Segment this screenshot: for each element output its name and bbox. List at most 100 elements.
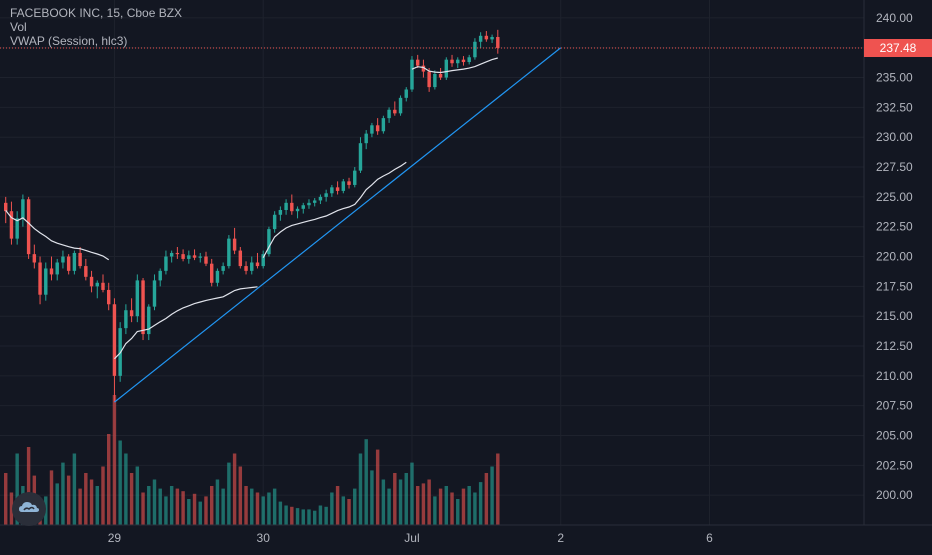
volume-bar	[118, 440, 122, 525]
candle-body	[215, 270, 220, 283]
volume-bar	[324, 506, 328, 525]
volume-bar	[158, 488, 162, 525]
volume-bar	[473, 492, 477, 525]
candle-body	[433, 73, 437, 88]
candle-body	[129, 310, 134, 317]
tradingview-logo[interactable]	[12, 492, 46, 526]
volume-bar	[461, 488, 466, 525]
volume-bar	[255, 492, 260, 525]
candle-body	[267, 229, 271, 255]
volume-bar	[129, 473, 134, 525]
candle-body	[307, 202, 311, 206]
symbol-title[interactable]: FACEBOOK INC, 15, Cboe BZX	[10, 6, 183, 20]
candle-body	[358, 143, 363, 171]
volume-bar	[187, 499, 191, 525]
y-tick-label: 215.00	[876, 309, 913, 323]
volume-bar	[238, 466, 243, 525]
volume-bars	[4, 395, 500, 525]
candle-body	[456, 59, 460, 64]
volume-bar	[169, 486, 174, 525]
y-tick-label: 227.50	[876, 160, 913, 174]
candle-body	[324, 193, 328, 197]
candle-body	[112, 304, 117, 376]
candle-body	[398, 97, 403, 114]
candle-body	[387, 109, 391, 119]
volume-bar	[375, 449, 380, 525]
volume-bar	[152, 479, 157, 525]
candle-body	[44, 268, 48, 295]
volume-bar	[66, 475, 71, 525]
vwap-label[interactable]: VWAP (Session, hlc3)	[10, 34, 128, 48]
candle-body	[278, 210, 283, 215]
y-tick-label: 202.50	[876, 458, 913, 472]
candle-body	[318, 196, 323, 201]
volume-bar	[89, 479, 94, 525]
volume-bar	[278, 501, 283, 525]
candle-body	[21, 199, 25, 219]
chart-legend: FACEBOOK INC, 15, Cboe BZX Vol VWAP (Ses…	[10, 6, 182, 48]
candle-body	[192, 255, 197, 258]
candle-body	[347, 181, 351, 185]
candle-body	[135, 280, 140, 317]
y-tick-label: 217.50	[876, 279, 913, 293]
candle-body	[244, 266, 248, 271]
candle-body	[55, 262, 59, 275]
candle-body	[404, 89, 408, 98]
candle-body	[370, 125, 374, 134]
candle-body	[187, 255, 191, 259]
candle-body	[9, 211, 14, 239]
candle-body	[66, 256, 71, 271]
volume-bar	[221, 488, 225, 525]
price-axis[interactable]	[864, 0, 932, 525]
candle-body	[381, 118, 386, 132]
candle-body	[330, 187, 334, 194]
y-tick-label: 222.50	[876, 220, 913, 234]
candle-body	[341, 181, 346, 191]
volume-bar	[26, 447, 31, 525]
volume-bar	[467, 486, 471, 525]
candle-body	[393, 109, 397, 114]
volume-bar	[84, 473, 88, 525]
volume-bar	[192, 493, 197, 525]
candle-body	[175, 252, 180, 255]
volume-bar	[209, 486, 214, 525]
volume-bar	[147, 486, 151, 525]
candle-body	[158, 270, 162, 281]
candle-body	[478, 35, 483, 42]
candle-body	[290, 202, 294, 212]
candle-body	[467, 57, 471, 63]
vwap-line	[5, 210, 110, 261]
x-tick-label: 29	[108, 531, 122, 545]
y-tick-label: 230.00	[876, 130, 913, 144]
candle-body	[124, 310, 128, 329]
candle-body	[255, 262, 260, 267]
y-tick-label: 240.00	[876, 11, 913, 25]
volume-bar	[141, 492, 145, 525]
x-tick-label: 2	[557, 531, 564, 545]
volume-bar	[450, 492, 454, 525]
time-axis[interactable]	[0, 525, 932, 550]
candle-body	[415, 59, 420, 66]
volume-bar	[330, 492, 334, 525]
candle-body	[152, 280, 157, 307]
candle-body	[421, 65, 426, 72]
volume-label[interactable]: Vol	[10, 20, 27, 34]
y-tick-label: 225.00	[876, 190, 913, 204]
candle-body	[169, 252, 174, 257]
volume-bar	[227, 462, 231, 525]
volume-bar	[364, 439, 368, 525]
candle-body	[232, 238, 237, 251]
volume-bar	[404, 473, 408, 525]
x-tick-label: Jul	[404, 531, 419, 545]
candle-body	[221, 266, 225, 271]
volume-bar	[181, 491, 185, 525]
candle-body	[301, 205, 305, 209]
candle-body	[4, 202, 8, 212]
candle-body	[364, 133, 368, 144]
candle-body	[141, 280, 145, 335]
candle-body	[484, 35, 489, 40]
candle-body	[375, 125, 380, 132]
candle-body	[106, 289, 111, 305]
candle-body	[209, 263, 214, 283]
